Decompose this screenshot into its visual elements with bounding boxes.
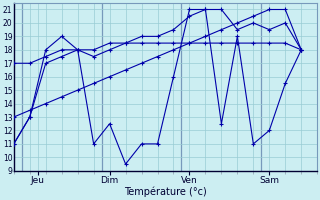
X-axis label: Température (°c): Température (°c)	[124, 187, 207, 197]
